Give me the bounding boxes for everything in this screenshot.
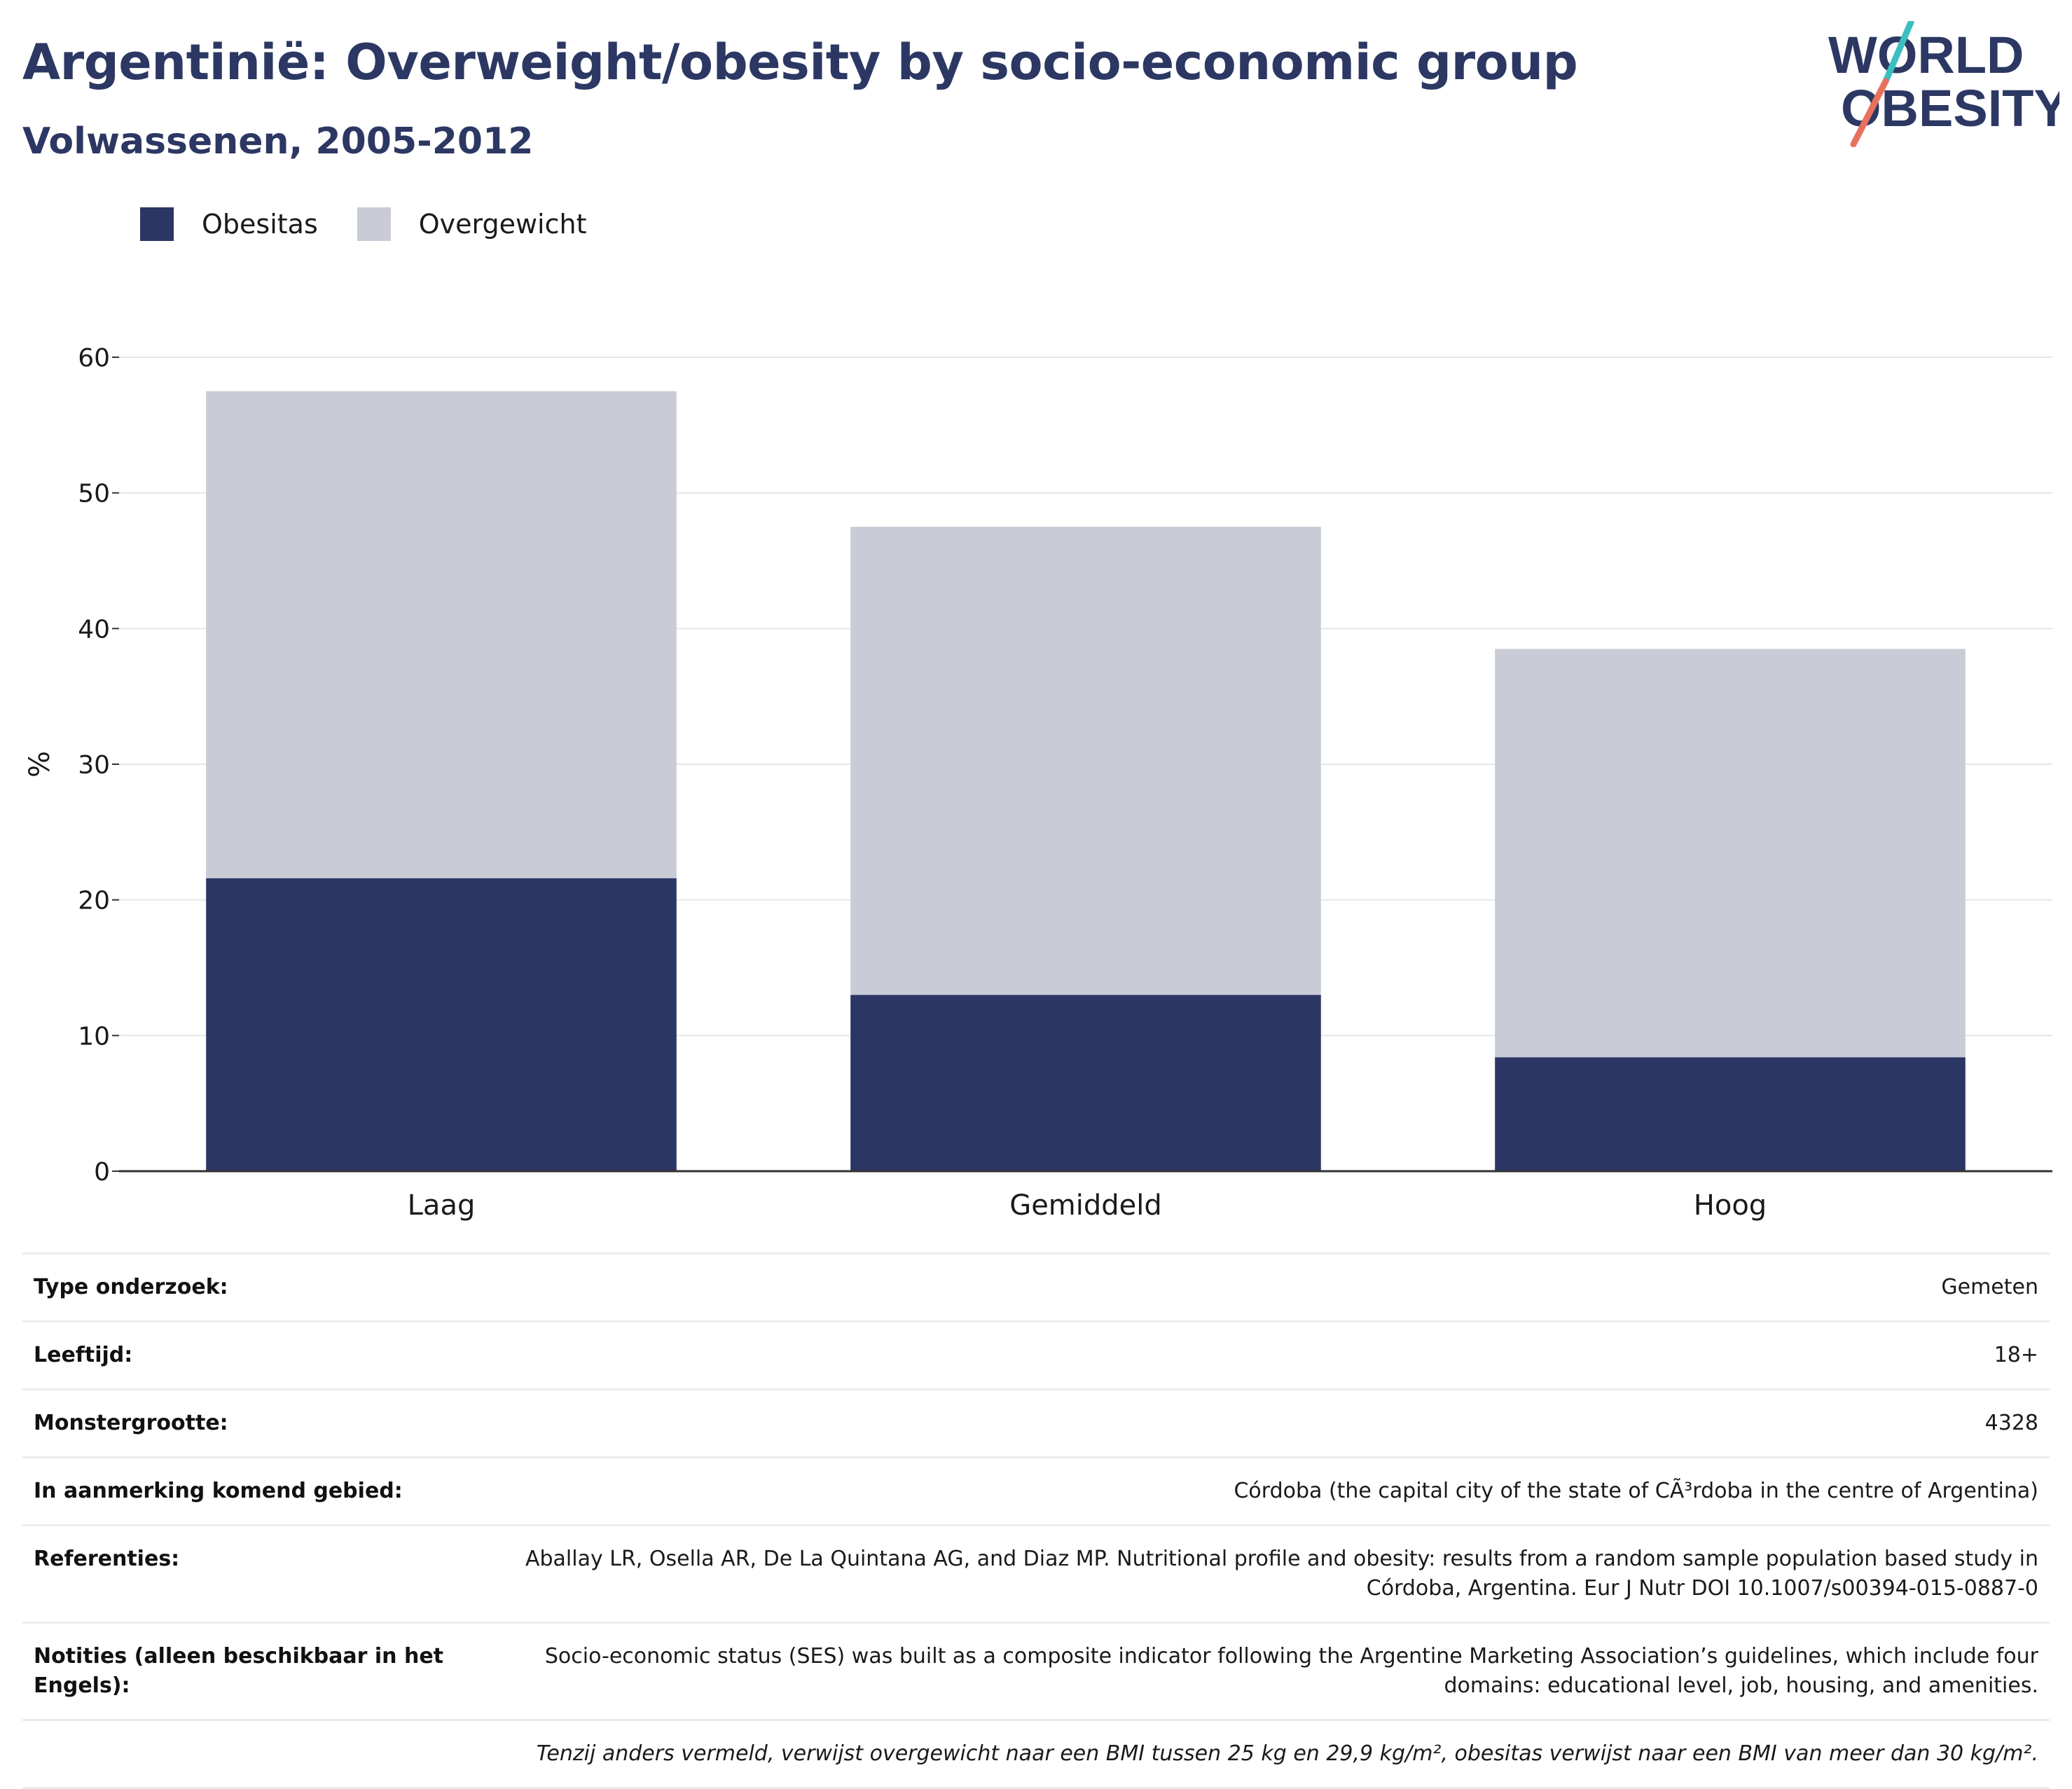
info-key: Referenties: xyxy=(34,1547,180,1571)
logo-line1: WORLD xyxy=(1828,26,2024,84)
stacked-bar-chart: 0 10 20 30 40 50 60 Laag Gemiddeld Hoog % xyxy=(24,344,2052,1222)
info-value: Córdoba (the capital city of the state o… xyxy=(1234,1479,2038,1503)
world-obesity-logo: WORLD OBESITY xyxy=(1828,21,2059,147)
info-value: 18+ xyxy=(1994,1343,2038,1367)
bar-overgewicht-hoog[interactable] xyxy=(1495,649,1966,1058)
y-tick-label: 30 xyxy=(78,751,110,780)
y-tick-label: 60 xyxy=(78,344,110,373)
legend-swatch-overgewicht xyxy=(357,207,391,241)
y-tick-label: 40 xyxy=(78,615,110,644)
chart-legend: Obesitas Overgewicht xyxy=(140,207,626,241)
logo-slash-teal xyxy=(1882,21,1914,85)
legend-swatch-obesitas xyxy=(140,207,174,241)
bar-obesitas-hoog[interactable] xyxy=(1495,1057,1966,1171)
info-row: In aanmerking komend gebied: Córdoba (the… xyxy=(22,1457,2050,1526)
info-row: Referenties: Aballay LR, Osella AR, De La… xyxy=(22,1525,2050,1623)
info-value: Aballay LR, Osella AR, De La Quintana AG… xyxy=(525,1547,2038,1601)
info-row: Leeftijd: 18+ xyxy=(22,1321,2050,1390)
legend-label-overgewicht: Overgewicht xyxy=(418,209,587,240)
y-tick-label: 10 xyxy=(78,1022,110,1051)
chart-subtitle: Volwassenen, 2005-2012 xyxy=(22,120,534,163)
y-axis-title: % xyxy=(24,751,56,778)
info-key: Leeftijd: xyxy=(34,1343,133,1367)
info-row: Notities (alleen beschikbaar in het Enge… xyxy=(22,1622,2050,1720)
chart-title: Argentinië: Overweight/obesity by socio-… xyxy=(22,34,1578,91)
y-axis-ticks: 0 10 20 30 40 50 60 xyxy=(78,344,119,1187)
logo-line2: OBESITY xyxy=(1841,79,2059,137)
logo-slash-coral xyxy=(1850,78,1889,147)
bar-obesitas-laag[interactable] xyxy=(206,878,677,1171)
x-category-label: Laag xyxy=(408,1189,476,1222)
y-tick-label: 20 xyxy=(78,887,110,916)
x-category-label: Hoog xyxy=(1694,1189,1767,1222)
bars xyxy=(206,391,1966,1171)
info-key: In aanmerking komend gebied: xyxy=(34,1479,403,1503)
bar-obesitas-gemiddeld[interactable] xyxy=(850,995,1321,1171)
info-key: Notities (alleen beschikbaar in het Enge… xyxy=(34,1644,444,1698)
x-category-label: Gemiddeld xyxy=(1009,1189,1162,1222)
legend-label-obesitas: Obesitas xyxy=(202,209,318,240)
info-row: Type onderzoek: Gemeten xyxy=(22,1253,2050,1322)
info-key: Type onderzoek: xyxy=(34,1275,228,1299)
info-row: Monstergrootte: 4328 xyxy=(22,1389,2050,1458)
info-value: 4328 xyxy=(1984,1411,2038,1435)
legend-item-overgewicht[interactable]: Overgewicht xyxy=(357,207,587,241)
y-tick-label: 50 xyxy=(78,480,110,509)
info-value: Gemeten xyxy=(1941,1275,2038,1299)
info-key: Monstergrootte: xyxy=(34,1411,228,1435)
footnote: Tenzij anders vermeld, verwijst overgewi… xyxy=(536,1741,2038,1766)
bar-overgewicht-gemiddeld[interactable] xyxy=(850,527,1321,995)
info-table: Type onderzoek: Gemeten Leeftijd: 18+ Monste… xyxy=(22,1252,2050,1789)
info-value: Socio-economic status (SES) was built as… xyxy=(544,1644,2038,1698)
footnote-row: Tenzij anders vermeld, verwijst overgewi… xyxy=(22,1720,2050,1788)
bar-overgewicht-laag[interactable] xyxy=(206,391,677,878)
legend-item-obesitas[interactable]: Obesitas xyxy=(140,207,318,241)
x-axis-labels: Laag Gemiddeld Hoog xyxy=(408,1189,1767,1222)
y-tick-label: 0 xyxy=(94,1158,110,1187)
